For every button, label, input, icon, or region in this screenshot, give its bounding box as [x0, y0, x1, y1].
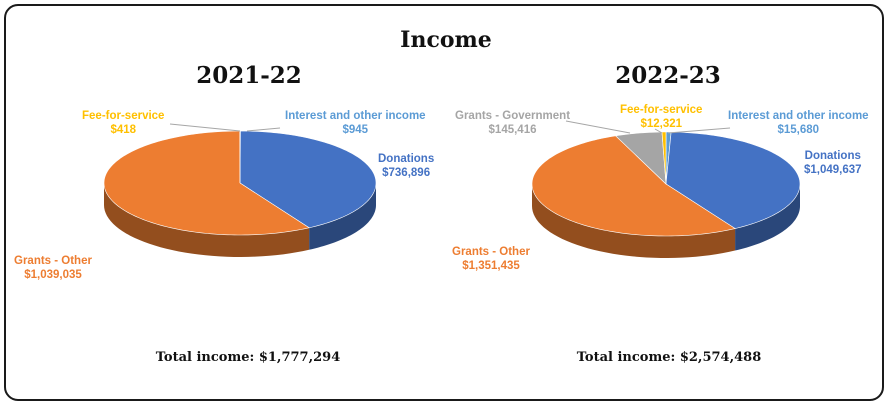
total-income-2022-23: Total income: $2,574,488	[576, 350, 762, 365]
slice-name: Donations	[804, 150, 861, 162]
slice-top-grants-government	[615, 131, 667, 185]
slice-name: Grants - Other	[452, 246, 530, 258]
pie-title-2021-22: 2021-22	[196, 62, 302, 89]
slice-label-fee-for-service-2021: Fee-for-service $418	[82, 109, 164, 137]
slice-value: $1,049,637	[804, 164, 862, 176]
slice-name: Grants - Other	[14, 255, 92, 267]
chart-title: Income	[400, 27, 492, 53]
leader-line-3	[654, 128, 663, 134]
slice-label-grants-other-2021: Grants - Other $1,039,035	[14, 254, 92, 282]
slice-label-interest-2021: Interest and other income $945	[285, 109, 426, 137]
slice-side-grants-other	[104, 183, 310, 257]
leader-line-0	[169, 123, 241, 132]
slice-value: $15,680	[777, 124, 820, 136]
slice-value: $1,039,035	[24, 269, 82, 281]
slice-name: Interest and other income	[285, 110, 426, 122]
slice-name: Fee-for-service	[620, 104, 703, 116]
slice-top-grants-other	[531, 135, 736, 237]
slice-top-grants-other	[103, 130, 310, 236]
slice-side-donations	[735, 184, 800, 251]
slice-name: Interest and other income	[728, 110, 869, 122]
leader-line-4	[667, 127, 731, 134]
pie-1	[531, 131, 801, 258]
leader-line-1	[246, 127, 281, 132]
slice-side-donations	[309, 183, 376, 250]
slice-name: Fee-for-service	[82, 110, 165, 122]
slice-label-grants-government-2022: Grants - Government $145,416	[455, 109, 570, 137]
slice-value: $12,321	[640, 118, 683, 130]
slice-value: $945	[342, 124, 369, 136]
slice-label-fee-for-service-2022: Fee-for-service $12,321	[620, 103, 702, 131]
slice-top-fee-for-service	[661, 131, 667, 185]
slice-top-donations	[665, 131, 801, 229]
slice-label-grants-other-2022: Grants - Other $1,351,435	[452, 245, 530, 273]
leader-line-2	[565, 120, 631, 134]
slice-label-donations-2022: Donations $1,049,637	[804, 149, 862, 177]
slice-value: $145,416	[488, 124, 537, 136]
slice-side-grants-other	[532, 184, 736, 258]
slice-label-donations-2021: Donations $736,896	[378, 152, 434, 180]
slice-name: Grants - Government	[455, 110, 571, 122]
slice-value: $1,351,435	[462, 260, 520, 272]
pie-title-2022-23: 2022-23	[615, 62, 721, 89]
slice-name: Donations	[378, 153, 435, 165]
total-income-2021-22: Total income: $1,777,294	[155, 350, 341, 365]
slice-top-donations	[239, 130, 377, 229]
slice-value: $418	[110, 124, 137, 136]
slice-value: $736,896	[382, 167, 431, 179]
slice-label-interest-2022: Interest and other income $15,680	[728, 109, 869, 137]
pie-0	[103, 130, 377, 257]
